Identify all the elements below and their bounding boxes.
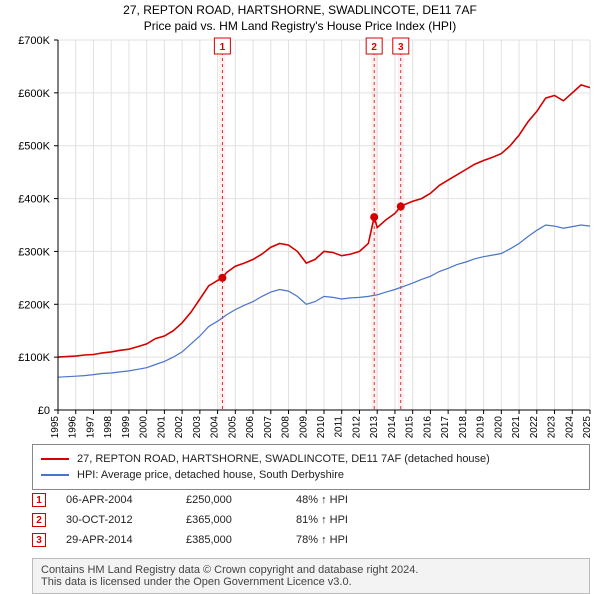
y-tick-label: £300K bbox=[18, 246, 50, 258]
x-tick-label: 2002 bbox=[174, 416, 185, 439]
chart-svg: 27, REPTON ROAD, HARTSHORNE, SWADLINCOTE… bbox=[0, 0, 600, 440]
legend-row: 27, REPTON ROAD, HARTSHORNE, SWADLINCOTE… bbox=[41, 451, 581, 467]
legend-swatch bbox=[41, 458, 69, 460]
marker-table: 1 06-APR-2004 £250,000 48% ↑ HPI 2 30-OCT-201… bbox=[32, 490, 590, 550]
x-tick-label: 2012 bbox=[351, 416, 362, 439]
x-tick-label: 1999 bbox=[121, 416, 132, 439]
x-tick-label: 2007 bbox=[263, 416, 274, 439]
x-tick-label: 2024 bbox=[564, 416, 575, 439]
x-tick-label: 2025 bbox=[582, 416, 593, 439]
x-tick-label: 1996 bbox=[68, 416, 79, 439]
x-tick-label: 2015 bbox=[405, 416, 416, 439]
y-tick-label: £500K bbox=[18, 141, 50, 153]
legend-label: HPI: Average price, detached house, Sout… bbox=[77, 469, 344, 481]
x-tick-label: 2008 bbox=[281, 416, 292, 439]
x-tick-label: 1995 bbox=[50, 416, 61, 439]
x-tick-label: 2003 bbox=[192, 416, 203, 439]
x-tick-label: 2018 bbox=[458, 416, 469, 439]
y-tick-label: £600K bbox=[18, 88, 50, 100]
chart-title-1: 27, REPTON ROAD, HARTSHORNE, SWADLINCOTE… bbox=[123, 3, 477, 17]
x-tick-label: 2001 bbox=[156, 416, 167, 439]
marker-table-row: 2 30-OCT-2012 £365,000 81% ↑ HPI bbox=[32, 510, 590, 530]
x-tick-label: 2022 bbox=[529, 416, 540, 439]
marker-table-num: 3 bbox=[32, 533, 46, 547]
y-tick-label: £700K bbox=[18, 35, 50, 47]
x-tick-label: 2017 bbox=[440, 416, 451, 439]
x-tick-label: 2005 bbox=[227, 416, 238, 439]
marker-table-row: 3 29-APR-2014 £385,000 78% ↑ HPI bbox=[32, 530, 590, 550]
x-tick-label: 2011 bbox=[334, 416, 345, 438]
marker-table-price: £250,000 bbox=[186, 494, 276, 506]
footer-line-2: This data is licensed under the Open Gov… bbox=[41, 576, 581, 588]
x-tick-label: 2013 bbox=[369, 416, 380, 439]
marker-table-num: 1 bbox=[32, 493, 46, 507]
legend-box: 27, REPTON ROAD, HARTSHORNE, SWADLINCOTE… bbox=[32, 444, 590, 490]
legend-swatch bbox=[41, 474, 69, 476]
footer-line-1: Contains HM Land Registry data © Crown c… bbox=[41, 564, 581, 576]
y-tick-label: £0 bbox=[38, 405, 50, 417]
marker-table-date: 30-OCT-2012 bbox=[66, 514, 166, 526]
y-tick-label: £200K bbox=[18, 299, 50, 311]
marker-table-date: 29-APR-2014 bbox=[66, 534, 166, 546]
x-tick-label: 2023 bbox=[547, 416, 558, 439]
x-tick-label: 2014 bbox=[387, 416, 398, 439]
x-tick-label: 2020 bbox=[493, 416, 504, 439]
y-tick-label: £100K bbox=[18, 352, 50, 364]
marker-table-price: £365,000 bbox=[186, 514, 276, 526]
legend-label: 27, REPTON ROAD, HARTSHORNE, SWADLINCOTE… bbox=[77, 453, 490, 465]
x-tick-label: 2019 bbox=[476, 416, 487, 439]
marker-table-pct: 81% ↑ HPI bbox=[296, 514, 376, 526]
marker-table-num: 2 bbox=[32, 513, 46, 527]
x-tick-label: 2016 bbox=[422, 416, 433, 439]
marker-table-pct: 78% ↑ HPI bbox=[296, 534, 376, 546]
marker-label-num: 2 bbox=[371, 42, 377, 53]
chart-title-2: Price paid vs. HM Land Registry's House … bbox=[144, 19, 456, 33]
x-tick-label: 2010 bbox=[316, 416, 327, 439]
marker-label-num: 3 bbox=[398, 42, 404, 53]
marker-label-num: 1 bbox=[220, 42, 226, 53]
footer-attribution: Contains HM Land Registry data © Crown c… bbox=[32, 558, 590, 594]
y-tick-label: £400K bbox=[18, 194, 50, 206]
x-tick-label: 2006 bbox=[245, 416, 256, 439]
marker-table-row: 1 06-APR-2004 £250,000 48% ↑ HPI bbox=[32, 490, 590, 510]
marker-table-date: 06-APR-2004 bbox=[66, 494, 166, 506]
x-tick-label: 2000 bbox=[139, 416, 150, 439]
chart-container: 27, REPTON ROAD, HARTSHORNE, SWADLINCOTE… bbox=[0, 0, 600, 590]
x-tick-label: 1998 bbox=[103, 416, 114, 439]
x-tick-label: 2004 bbox=[210, 416, 221, 439]
marker-table-pct: 48% ↑ HPI bbox=[296, 494, 376, 506]
x-tick-label: 2009 bbox=[298, 416, 309, 439]
marker-table-price: £385,000 bbox=[186, 534, 276, 546]
x-tick-label: 2021 bbox=[511, 416, 522, 439]
x-tick-label: 1997 bbox=[85, 416, 96, 439]
legend-row: HPI: Average price, detached house, Sout… bbox=[41, 467, 581, 483]
